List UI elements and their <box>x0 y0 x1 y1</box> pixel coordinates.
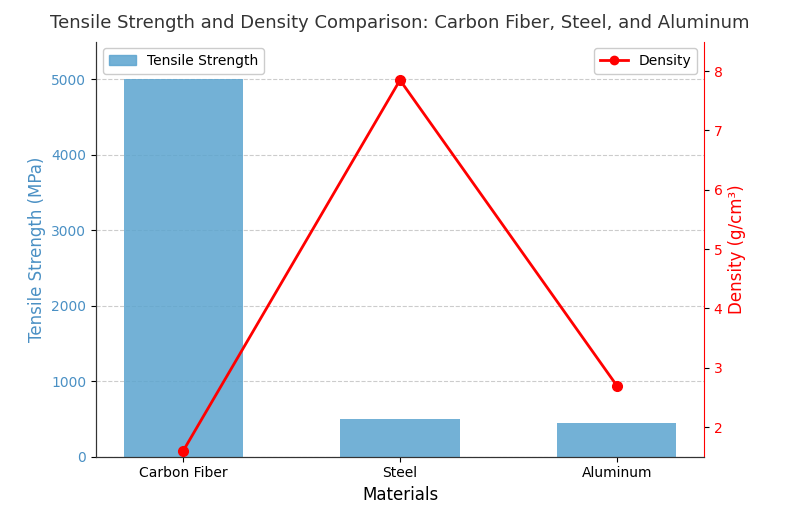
Bar <box>557 423 676 457</box>
Bar <box>340 419 460 457</box>
Y-axis label: Density (g/cm³): Density (g/cm³) <box>728 184 746 314</box>
Title: Tensile Strength and Density Comparison: Carbon Fiber, Steel, and Aluminum: Tensile Strength and Density Comparison:… <box>50 13 750 32</box>
Y-axis label: Tensile Strength (MPa): Tensile Strength (MPa) <box>27 156 46 342</box>
X-axis label: Materials: Materials <box>362 486 438 504</box>
Bar <box>124 79 243 457</box>
Legend: Tensile Strength: Tensile Strength <box>103 48 264 74</box>
Legend: Density: Density <box>594 48 697 74</box>
